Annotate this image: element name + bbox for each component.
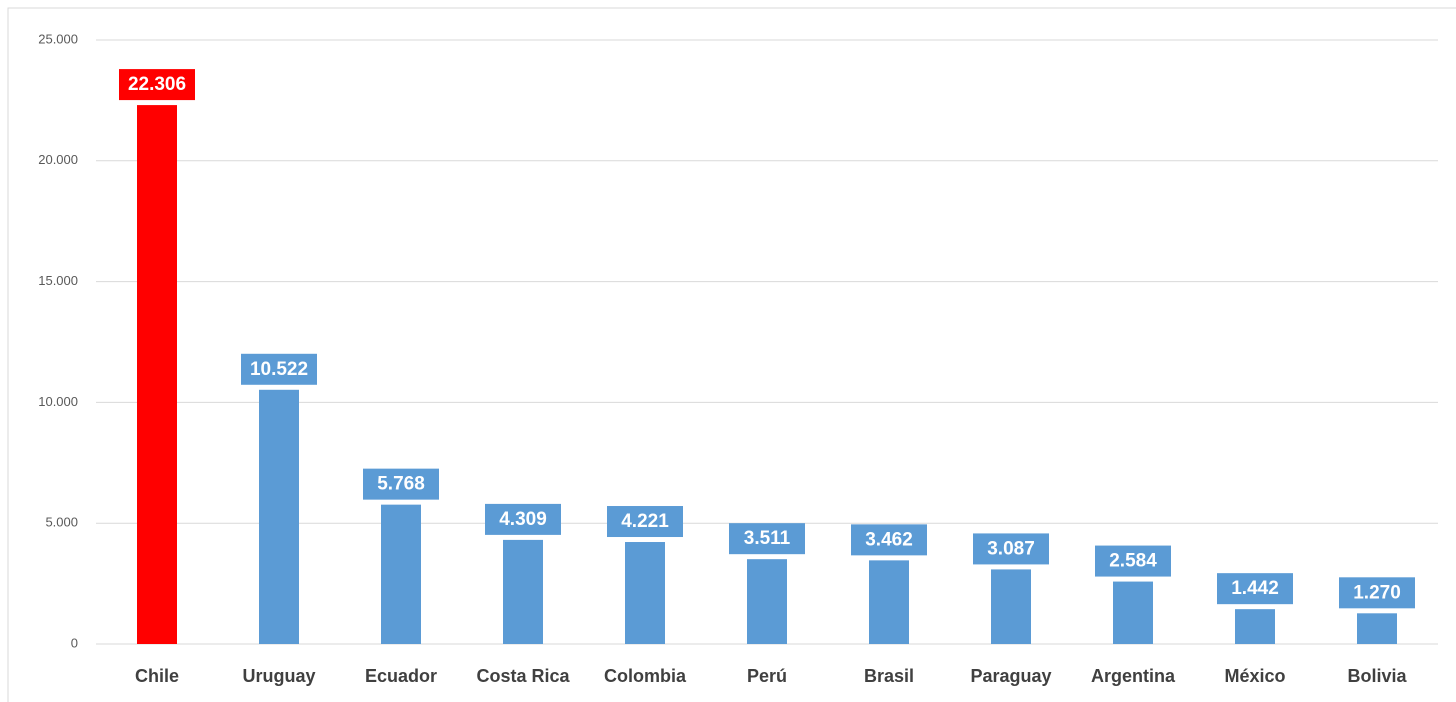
- value-label-box: [1095, 545, 1171, 577]
- value-label: 1.270: [1353, 582, 1401, 603]
- x-tick-label: Perú: [747, 666, 787, 686]
- y-tick-label: 10.000: [38, 394, 78, 409]
- bar: [747, 559, 787, 644]
- y-tick-label: 20.000: [38, 152, 78, 167]
- x-tick-label: Argentina: [1091, 666, 1176, 686]
- y-tick-label: 25.000: [38, 31, 78, 46]
- value-label-box: [241, 353, 317, 385]
- value-label-box: [607, 506, 683, 538]
- bar: [259, 389, 299, 644]
- y-tick-label: 15.000: [38, 273, 78, 288]
- bar: [869, 560, 909, 644]
- bar: [625, 542, 665, 644]
- value-label: 5.768: [377, 474, 425, 495]
- value-label-box: [1217, 573, 1293, 605]
- value-label: 3.462: [865, 529, 913, 550]
- value-label-box: [973, 533, 1049, 565]
- x-tick-label: Chile: [135, 666, 179, 686]
- bar: [137, 105, 177, 645]
- bar: [1357, 613, 1397, 644]
- value-label-box: [485, 503, 561, 535]
- y-tick-label: 5.000: [45, 515, 78, 530]
- bar: [1113, 581, 1153, 644]
- x-tick-label: México: [1224, 666, 1285, 686]
- bar: [1235, 609, 1275, 644]
- chart-frame: [7, 7, 1456, 702]
- value-label: 4.309: [499, 509, 547, 530]
- value-label: 1.442: [1231, 578, 1279, 599]
- value-label: 2.584: [1109, 551, 1157, 572]
- value-label: 4.221: [621, 511, 669, 532]
- x-tick-label: Paraguay: [970, 666, 1051, 686]
- x-tick-label: Costa Rica: [476, 666, 570, 686]
- value-label: 3.511: [744, 528, 791, 549]
- value-label-box: [729, 523, 805, 555]
- bar: [381, 504, 421, 644]
- value-label-box: [1339, 577, 1415, 609]
- value-label-box: [119, 69, 195, 101]
- bar: [991, 569, 1031, 644]
- value-label-box: [851, 524, 927, 556]
- x-tick-label: Brasil: [864, 666, 914, 686]
- y-tick-label: 0: [71, 635, 78, 650]
- x-tick-label: Uruguay: [242, 666, 315, 686]
- x-tick-label: Bolivia: [1347, 666, 1407, 686]
- bar: [503, 539, 543, 644]
- x-tick-label: Colombia: [604, 666, 687, 686]
- value-label: 10.522: [250, 359, 308, 380]
- value-label-box: [363, 468, 439, 500]
- value-label: 3.087: [987, 538, 1035, 559]
- value-label: 22.306: [128, 74, 186, 95]
- x-tick-label: Ecuador: [365, 666, 437, 686]
